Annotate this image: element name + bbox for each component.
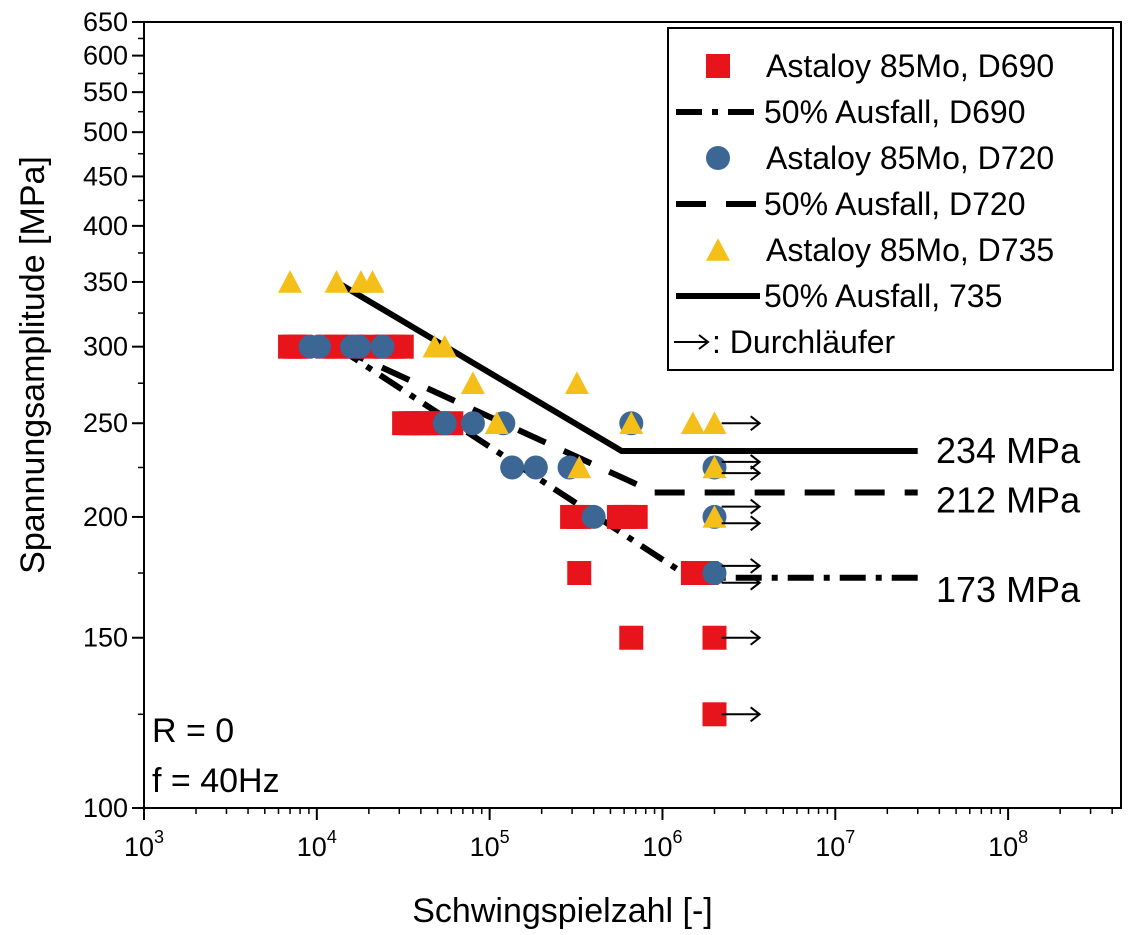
y-tick-label-4: 300: [83, 332, 128, 362]
data-point-4-14: [702, 505, 727, 528]
series-line-3: [335, 343, 918, 496]
x-tick-label-0: 103: [124, 827, 164, 862]
annotation-0: R = 0: [152, 712, 234, 750]
runout-arrow-7: [721, 629, 762, 646]
y-axis-title: Spannungsamplitude [MPa]: [14, 156, 52, 574]
data-point-0-22: [619, 625, 644, 650]
y-tick-label-10: 600: [83, 41, 128, 71]
legend-label-1: 50% Ausfall, D690: [764, 94, 1026, 130]
data-point-2-8: [500, 455, 525, 480]
x-tick-label-1: 104: [297, 827, 337, 862]
legend-runout-label: : Durchläufer: [712, 324, 896, 360]
y-tick-label-6: 400: [83, 211, 128, 241]
x-tick-label-3: 106: [642, 827, 682, 862]
data-point-2-15: [702, 561, 727, 586]
x-axis-title: Schwingspielzahl [-]: [412, 892, 712, 930]
data-point-2-1: [307, 334, 332, 359]
x-tick-label-5: 108: [988, 827, 1028, 862]
plateau-label-2: 173 MPa: [936, 569, 1081, 610]
runout-arrow-8: [721, 706, 762, 723]
runout-arrow-3: [721, 498, 762, 515]
y-tick-label-3: 250: [83, 408, 128, 438]
annotations: 234 MPa 212 MPa 173 MPa R = 0 f = 40Hz: [152, 430, 1081, 800]
data-point-2-9: [523, 455, 548, 480]
data-point-2-6: [460, 411, 485, 436]
data-point-4-12: [702, 411, 727, 435]
axes: 103 104 105 106 107 108 100 150 200 250 300 350 400 4…: [14, 7, 1122, 930]
data-point-2-5: [432, 411, 457, 436]
legend-marker-2: [706, 146, 730, 170]
data-point-0-21: [567, 561, 592, 586]
series-line-5: [334, 279, 918, 454]
plateau-label-0: 234 MPa: [936, 430, 1081, 471]
data-point-0-20: [623, 504, 648, 529]
y-tick-label-1: 150: [83, 623, 128, 653]
y-tick-label-2: 200: [83, 502, 128, 532]
data-point-4-7: [484, 411, 509, 435]
y-tick-label-9: 550: [83, 77, 128, 107]
data-point-2-4: [370, 334, 395, 359]
runout-arrow-0: [721, 415, 762, 432]
runout-arrow-6: [721, 574, 762, 591]
y-tick-label-8: 500: [83, 117, 128, 147]
legend-box: [667, 27, 1114, 371]
annotation-1: f = 40Hz: [152, 762, 280, 800]
series-2-points: [298, 334, 727, 586]
data-point-4-3: [360, 270, 385, 293]
legend-label-3: 50% Ausfall, D720: [764, 186, 1026, 222]
legend-label-2: Astaloy 85Mo, D720: [766, 140, 1054, 176]
data-point-4-13: [702, 455, 727, 479]
runout-arrow-4: [721, 515, 762, 532]
series-0-points: [278, 334, 727, 727]
data-point-4-10: [619, 411, 644, 435]
legend-marker-4: [706, 238, 730, 261]
legend-label-0: Astaloy 85Mo, D690: [766, 48, 1054, 84]
data-point-2-3: [346, 334, 371, 359]
runout-arrow-2: [721, 465, 762, 481]
x-tick-label-4: 107: [815, 827, 855, 862]
series-line-1: [334, 344, 918, 581]
data-point-4-8: [564, 371, 589, 395]
data-point-4-11: [680, 411, 705, 435]
legend-label-4: Astaloy 85Mo, D735: [766, 232, 1054, 268]
legend: Astaloy 85Mo, D690 50% Ausfall, D690 Astal…: [667, 27, 1114, 371]
data-point-4-5: [432, 334, 457, 358]
data-point-4-0: [278, 270, 303, 293]
plot-frame: [143, 21, 1122, 809]
legend-marker-0: [706, 54, 730, 78]
series-4-points: [278, 270, 727, 528]
data-point-2-11: [581, 504, 606, 529]
data-point-4-1: [324, 270, 349, 293]
plot-area: [278, 270, 918, 727]
plateau-label-1: 212 MPa: [936, 479, 1081, 520]
data-point-4-6: [460, 371, 485, 395]
x-tick-label-2: 105: [470, 827, 510, 862]
y-tick-label-0: 100: [83, 793, 128, 823]
runout-arrow-1: [721, 454, 762, 470]
legend-label-5: 50% Ausfall, 735: [764, 278, 1002, 314]
runout-arrow-5: [721, 558, 762, 574]
y-tick-label-11: 650: [83, 7, 128, 37]
y-tick-label-7: 450: [83, 161, 128, 191]
legend-runout-arrow: [674, 334, 710, 350]
y-tick-label-5: 350: [83, 267, 128, 297]
data-point-4-9: [567, 455, 592, 479]
